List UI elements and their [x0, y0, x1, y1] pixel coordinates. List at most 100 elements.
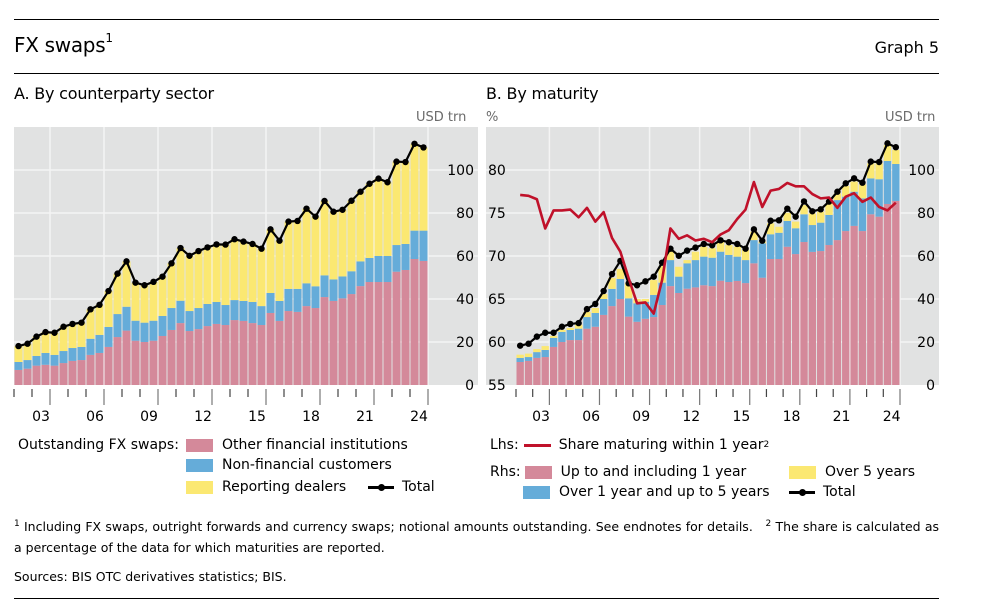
panel-b-bar-over-1-year-and-up-to-5-years [733, 256, 741, 281]
panel-a-bar-other-financial-institutions [113, 337, 122, 385]
legend-footnote-mark: 2 [763, 440, 770, 450]
panel-b-bar-up-to-and-including-1-year [625, 316, 633, 385]
panel-a-bar-other-financial-institutions [50, 365, 59, 385]
panel-a-bar-other-financial-institutions [149, 340, 158, 385]
panel-a-bar-non-financial-customers [329, 279, 338, 301]
panel-b-bar-over-1-year-and-up-to-5-years [675, 276, 683, 293]
panel-b-bar-up-to-and-including-1-year [750, 263, 758, 385]
panel-b-bar-over-5-years [825, 203, 833, 215]
panel-a-bar-reporting-dealers [374, 178, 383, 256]
panel-a-total-point [78, 319, 85, 326]
panel-b-bar-over-1-year-and-up-to-5-years [766, 234, 775, 260]
panel-a-bar-non-financial-customers [68, 348, 77, 361]
panel-a-bar-other-financial-institutions [257, 325, 266, 385]
panel-b-bar-over-5-years [733, 246, 741, 257]
panel-b-bar-up-to-and-including-1-year [791, 254, 800, 385]
panel-b-total-point [892, 144, 900, 151]
graph-title: FX swaps1 [14, 31, 113, 57]
panel-b-bar-over-1-year-and-up-to-5-years [842, 196, 850, 232]
legend-item-total-a: Total [368, 479, 435, 495]
panel-a-bar-non-financial-customers [167, 308, 176, 330]
panel-b-bar-over-1-year-and-up-to-5-years [791, 228, 800, 255]
panel-b-total-point [700, 240, 708, 248]
panel-a-bar-reporting-dealers [320, 200, 329, 276]
panel-a-bar-reporting-dealers [104, 291, 113, 327]
legend-label: Over 1 year and up to 5 years [559, 484, 770, 500]
panel-b-total-point [800, 198, 808, 205]
panel-b-bar-over-1-year-and-up-to-5-years [708, 257, 716, 287]
panel-b-bar-up-to-and-including-1-year [650, 317, 658, 385]
panel-a-total-point [240, 238, 247, 245]
panel-b-bar-over-1-year-and-up-to-5-years [616, 279, 625, 299]
panel-b-bar-over-1-year-and-up-to-5-years [583, 317, 591, 329]
panel-b-bar-over-5-years [858, 184, 867, 199]
panel-a-total-point [294, 217, 301, 225]
panel-b-bar-over-5-years [833, 193, 842, 201]
panel-a-bar-other-financial-institutions [86, 354, 95, 385]
panel-b-total-point [675, 252, 682, 259]
panel-a-bar-non-financial-customers [419, 230, 428, 261]
panel-a-total-point [69, 320, 76, 328]
panel-a-bar-reporting-dealers [392, 161, 401, 246]
panel-b-bar-up-to-and-including-1-year [583, 328, 591, 385]
panel-b-bar-up-to-and-including-1-year [892, 200, 900, 385]
panel-a-bar-other-financial-institutions [185, 331, 194, 385]
panel-b-bar-over-5-years [791, 221, 800, 229]
panel-a-bar-reporting-dealers [257, 248, 266, 307]
panel-a-bar-non-financial-customers [239, 300, 248, 321]
panel-a-bar-other-financial-institutions [338, 298, 347, 385]
legend-item-over-5y: Over 5 years [789, 464, 915, 480]
panel-b-total-point [558, 323, 566, 330]
panel-b-xtick-label: 06 [582, 409, 600, 425]
panel-a-bar-other-financial-institutions [374, 282, 383, 385]
panel-b-total-point [600, 287, 607, 295]
legend-swatch-pink [524, 465, 552, 479]
panel-a-bar-reporting-dealers [185, 255, 194, 312]
panel-b-total-point [642, 278, 649, 285]
panel-b-total-point [683, 247, 691, 254]
graph-title-text: FX swaps [14, 33, 106, 57]
panel-a-bar-non-financial-customers [257, 306, 266, 326]
panel-b-bar-over-5-years [599, 294, 608, 299]
legend-swatch-blue [523, 485, 550, 499]
panel-b-total-point [742, 245, 749, 252]
panel-b-ytick-right: 80 [917, 206, 935, 222]
panel-b-total-point [533, 333, 541, 340]
panel-a-bar-other-financial-institutions [167, 329, 176, 385]
panel-b-bar-up-to-and-including-1-year [758, 277, 766, 385]
panel-a-total-point [87, 306, 94, 313]
legend-label: Non-financial customers [222, 457, 392, 473]
legend-item-non-financial: Non-financial customers [186, 457, 392, 473]
panel-b-total-point [734, 240, 741, 248]
panel-a-bar-non-financial-customers [302, 283, 311, 307]
panel-b-bar-over-1-year-and-up-to-5-years [549, 337, 558, 347]
panel-a-xtick-label: 21 [356, 409, 374, 425]
legend-label: Over 5 years [825, 464, 916, 480]
panel-b-bar-over-1-year-and-up-to-5-years [599, 299, 608, 315]
panel-b-bar-over-1-year-and-up-to-5-years [875, 179, 883, 217]
panel-a-bar-reporting-dealers [275, 240, 284, 301]
panel-a-ytick-right: 100 [447, 163, 474, 179]
panel-b-bar-over-5-years [541, 346, 549, 350]
panel-a-total-point [366, 180, 373, 187]
panel-a-bar-reporting-dealers [113, 273, 122, 315]
panel-b-bar-over-5-years [708, 248, 716, 258]
panel-a-bar-non-financial-customers [158, 315, 167, 336]
panel-b-bar-over-1-year-and-up-to-5-years [758, 243, 766, 278]
panel-a-bar-other-financial-institutions [140, 342, 149, 385]
panel-b-bar-over-5-years [675, 266, 683, 277]
panel-a-total-point [105, 287, 112, 295]
panel-b-total-point [759, 237, 766, 244]
panel-a-bar-non-financial-customers [230, 300, 239, 321]
panel-a-bar-non-financial-customers [212, 302, 221, 324]
panel-b-bar-over-1-year-and-up-to-5-years [800, 214, 808, 243]
panel-a-total-point [330, 208, 337, 215]
panel-a-total-point [51, 329, 58, 336]
panel-b-bar-over-5-years [524, 353, 533, 358]
panel-b-bar-over-5-years [691, 251, 700, 261]
legend-label: Other financial institutions [222, 437, 408, 453]
panel-a-bar-non-financial-customers [347, 271, 356, 295]
panel-b-bar-over-5-years [608, 277, 616, 289]
panel-a-title: A. By counterparty sector [14, 84, 214, 103]
panel-b-bar-over-5-years [641, 299, 650, 302]
